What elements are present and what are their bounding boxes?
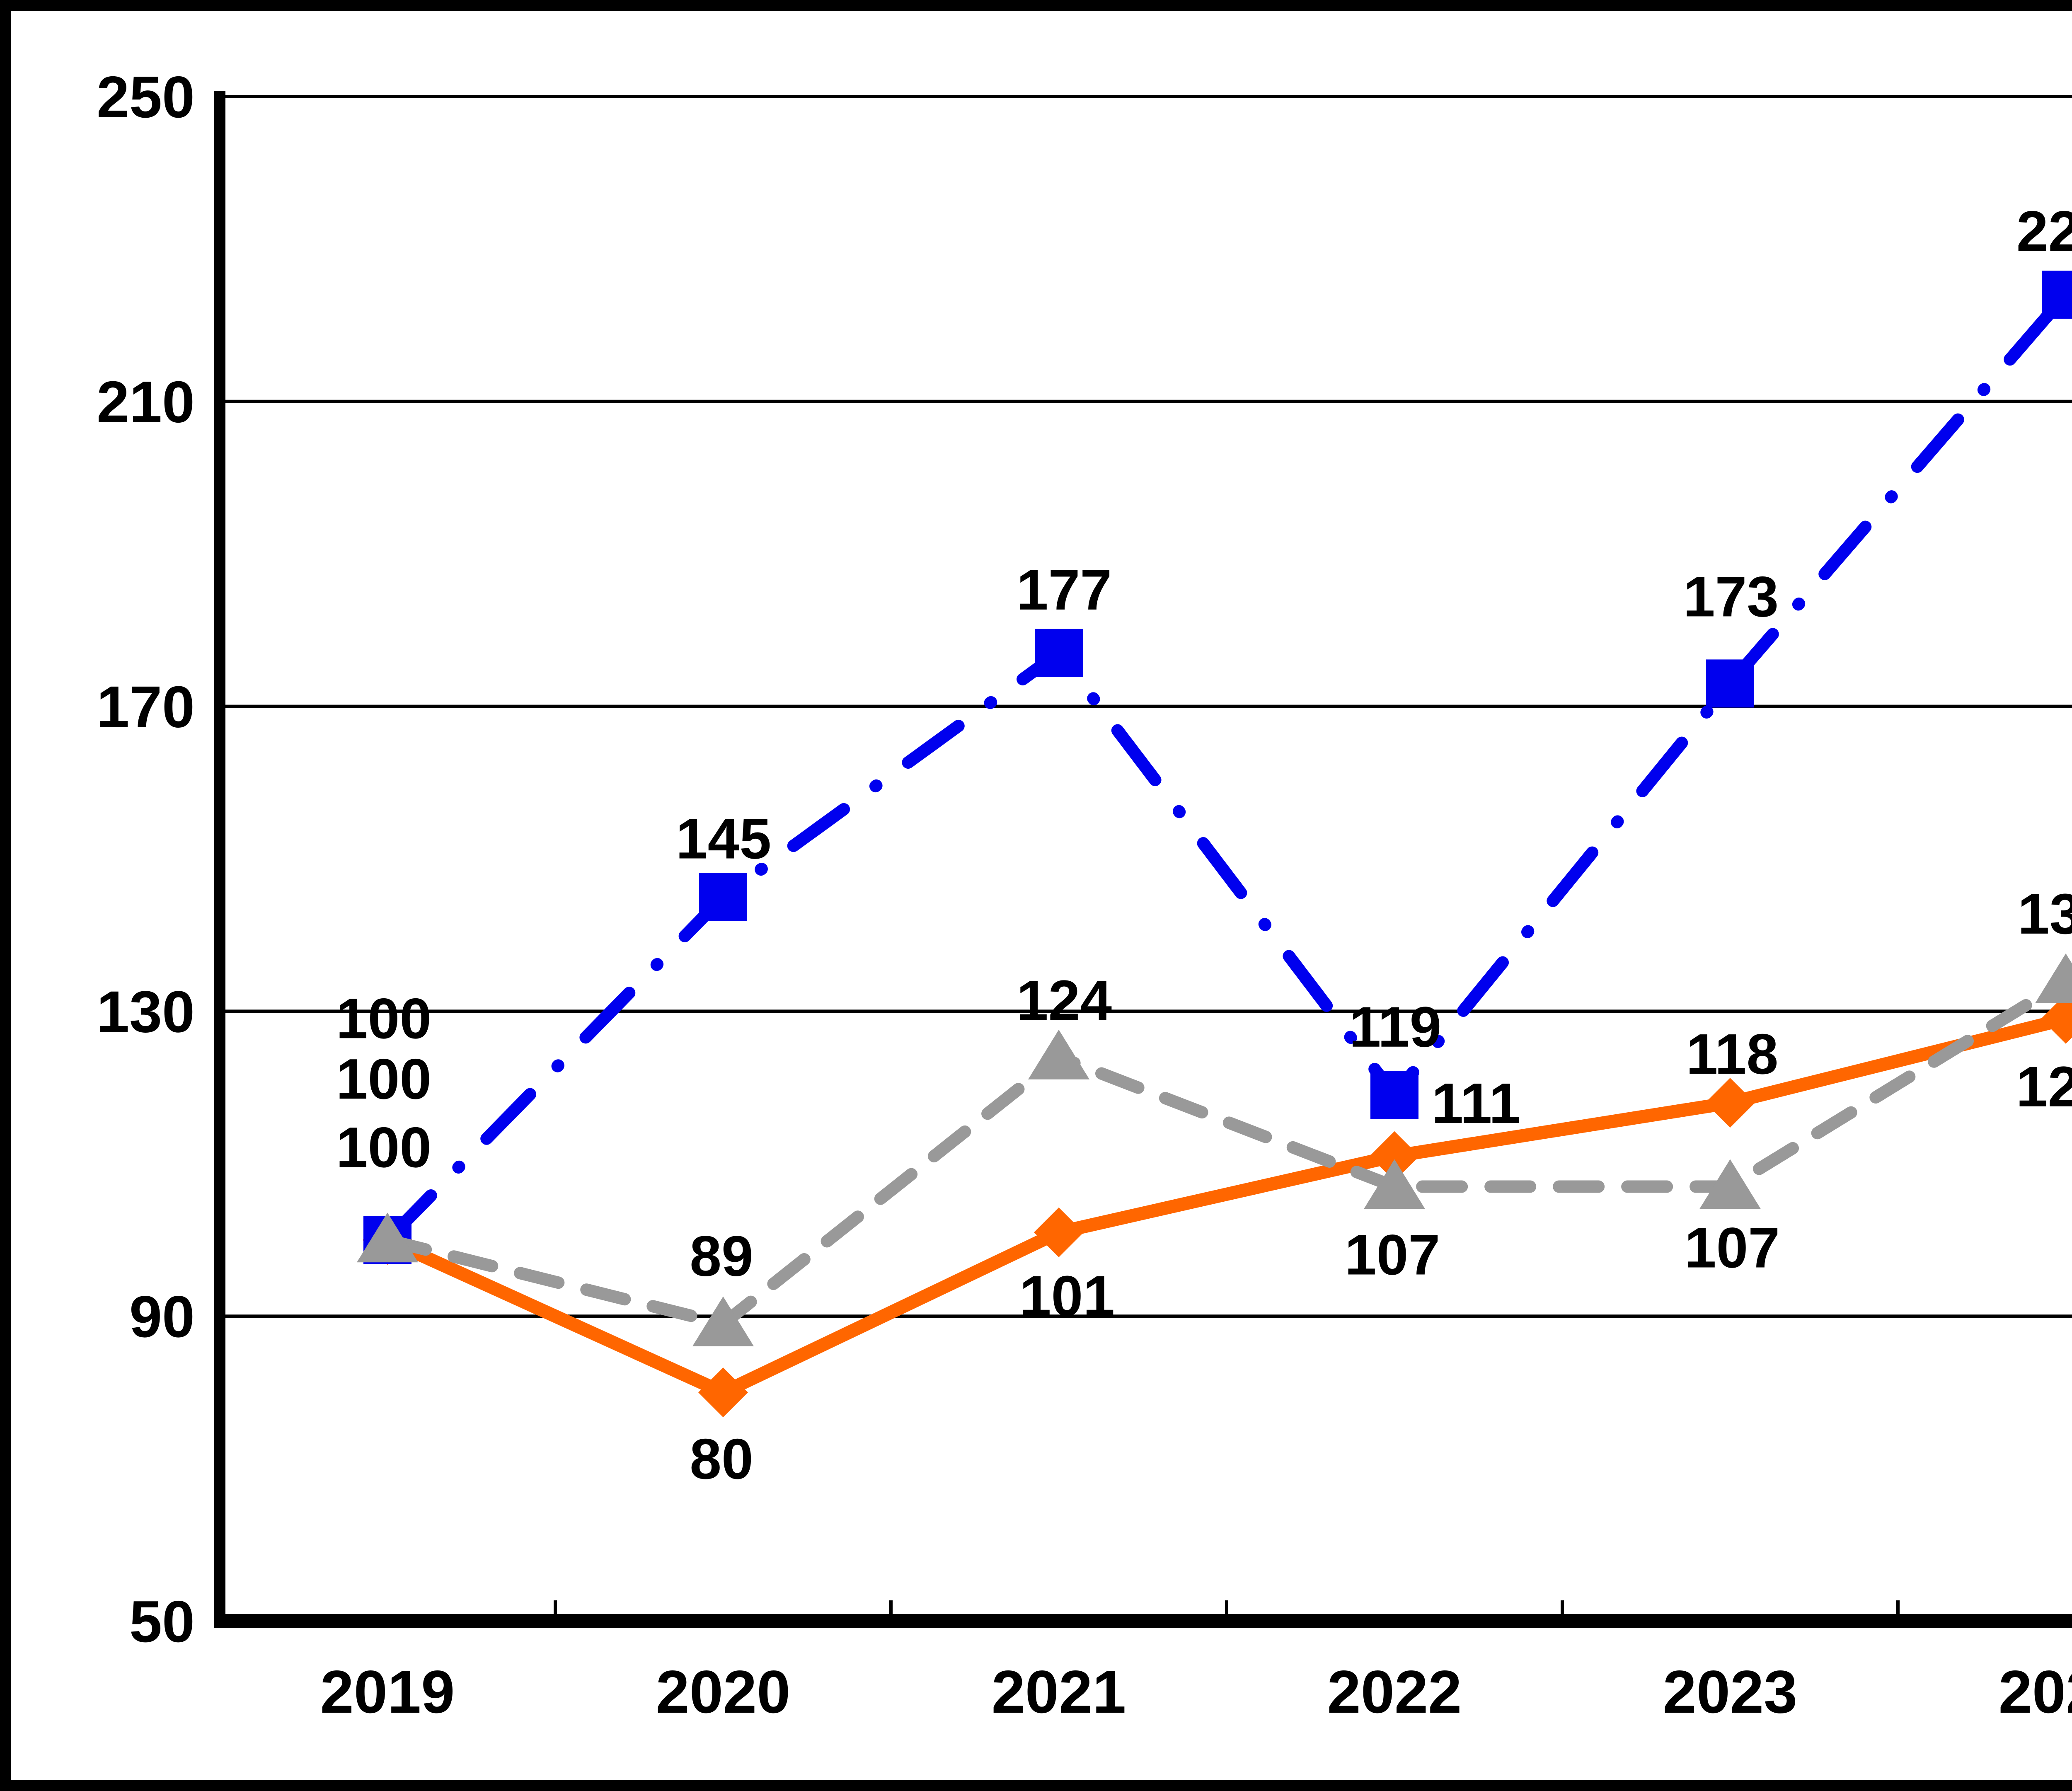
x-axis-label-2022: 2022 — [1327, 1658, 1462, 1726]
marker-srce-peer-group-2024 — [2035, 953, 2072, 1003]
x-axis-label-2023: 2023 — [1663, 1658, 1798, 1726]
y-axis-tick-label-210: 210 — [97, 369, 195, 435]
marker-1st-source-corporation-2023 — [1705, 1078, 1755, 1128]
marker-srce-peer-group-2023 — [1699, 1159, 1761, 1209]
series-line-1st-source-corporation — [381, 1012, 2072, 1399]
y-axis-tick-label-130: 130 — [97, 979, 195, 1045]
data-label-1st-source-corporation-2019: 100 — [336, 1116, 431, 1179]
data-label-srce-peer-group-2021: 124 — [1017, 969, 1112, 1033]
marker-nasdaq-index-2023 — [1706, 659, 1754, 708]
y-axis-tick-label-50: 50 — [129, 1589, 195, 1655]
marker-1st-source-corporation-2020 — [698, 1367, 748, 1418]
data-label-srce-peer-group-2019: 100 — [336, 1047, 431, 1111]
data-label-nasdaq-index-2024: 224 — [2016, 199, 2072, 263]
data-label-srce-peer-group-2020: 89 — [690, 1225, 753, 1288]
x-axis-label-2019: 2019 — [320, 1658, 455, 1726]
data-label-1st-source-corporation-2024: 129 — [2016, 1055, 2072, 1119]
data-label-nasdaq-index-2021: 177 — [1017, 558, 1112, 622]
marker-srce-peer-group-2019 — [357, 1213, 418, 1263]
marker-1st-source-corporation-2021 — [1034, 1207, 1084, 1257]
data-label-1st-source-corporation-2020: 80 — [690, 1427, 753, 1491]
marker-1st-source-corporation-2022 — [1370, 1131, 1419, 1181]
marker-nasdaq-index-2020 — [699, 873, 747, 921]
data-label-nasdaq-index-2022: 119 — [1349, 995, 1442, 1059]
y-axis-tick-label-250: 250 — [97, 64, 195, 130]
data-label-nasdaq-index-2019: 100 — [336, 987, 431, 1050]
series-line-srce-peer-group — [381, 974, 2072, 1330]
x-axis-label-2021: 2021 — [992, 1658, 1126, 1726]
y-axis-tick-label-170: 170 — [97, 674, 195, 740]
data-label-nasdaq-index-2020: 145 — [676, 807, 771, 871]
series-line-nasdaq-index — [381, 288, 2072, 1246]
data-label-1st-source-corporation-2022: 111 — [1431, 1072, 1520, 1135]
data-label-srce-peer-group-2022: 107 — [1345, 1223, 1440, 1287]
marker-nasdaq-index-2021 — [1035, 629, 1083, 677]
data-label-srce-peer-group-2024: 134 — [2018, 882, 2072, 946]
marker-nasdaq-index-2024 — [2042, 271, 2072, 319]
marker-1st-source-corporation-2024 — [2041, 994, 2072, 1044]
data-label-srce-peer-group-2023: 107 — [1685, 1216, 1780, 1280]
data-label-1st-source-corporation-2021: 101 — [1019, 1264, 1115, 1328]
data-label-1st-source-corporation-2023: 118 — [1686, 1022, 1779, 1086]
marker-nasdaq-index-2022 — [1370, 1071, 1418, 1119]
marker-srce-peer-group-2020 — [692, 1296, 754, 1346]
x-axis-label-2024: 2024 — [1999, 1658, 2072, 1726]
data-label-nasdaq-index-2023: 173 — [1683, 565, 1779, 629]
x-axis-label-2020: 2020 — [656, 1658, 791, 1726]
marker-srce-peer-group-2022 — [1364, 1159, 1425, 1209]
marker-srce-peer-group-2021 — [1028, 1029, 1089, 1079]
y-axis-tick-label-90: 90 — [129, 1284, 195, 1350]
